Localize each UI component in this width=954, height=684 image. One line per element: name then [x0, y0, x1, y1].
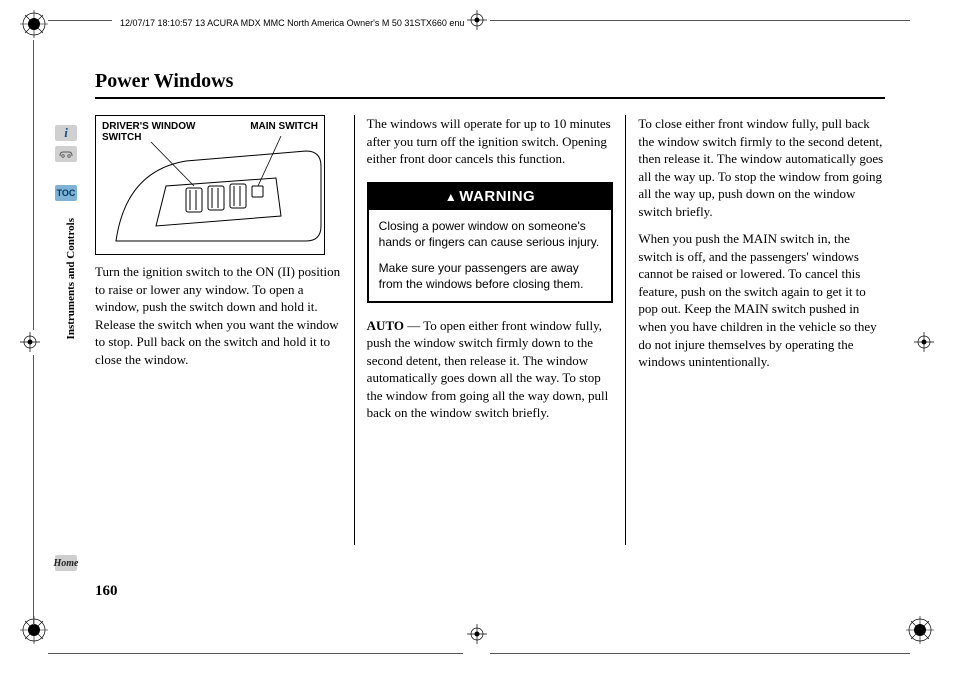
section-label: Instruments and Controls [65, 218, 77, 339]
sidebar: i TOC Home [55, 125, 83, 206]
crop-mark-top [467, 10, 487, 30]
figure-label-driver-switch: DRIVER'S WINDOW SWITCH [102, 121, 212, 143]
col3-para1: To close either front window fully, pull… [638, 115, 885, 220]
col1-para1: Turn the ignition switch to the ON (II) … [95, 263, 342, 368]
window-switch-figure: DRIVER'S WINDOW SWITCH MAIN SWITCH [95, 115, 325, 255]
page-content: i TOC Home Instruments and Controls Powe… [95, 70, 885, 610]
col2-para1: The windows will operate for up to 10 mi… [367, 115, 614, 168]
warning-box: ▲WARNING Closing a power window on someo… [367, 182, 614, 303]
crop-mark-br [906, 616, 934, 644]
auto-dash: — [404, 318, 423, 333]
warning-body-1: Closing a power window on someone's hand… [379, 218, 602, 250]
page-title: Power Windows [95, 70, 885, 99]
column-2: The windows will operate for up to 10 mi… [354, 115, 626, 545]
header-meta-line: 12/07/17 18:10:57 13 ACURA MDX MMC North… [120, 18, 464, 28]
crop-mark-right [914, 332, 934, 352]
warning-body: Closing a power window on someone's hand… [369, 210, 612, 301]
info-icon[interactable]: i [55, 125, 77, 141]
crop-mark-bl [20, 616, 48, 644]
col2-para2: To open either front window fully, push … [367, 318, 609, 421]
crop-mark-tl [20, 10, 48, 38]
page-number: 160 [95, 583, 118, 600]
column-3: To close either front window fully, pull… [625, 115, 885, 545]
warning-heading-text: WARNING [459, 188, 535, 205]
warning-triangle-icon: ▲ [445, 189, 457, 205]
car-icon[interactable] [55, 146, 77, 162]
col2-auto-para: AUTO — To open either front window fully… [367, 317, 614, 422]
column-1: DRIVER'S WINDOW SWITCH MAIN SWITCH [95, 115, 354, 545]
warning-heading: ▲WARNING [369, 184, 612, 210]
content-columns: DRIVER'S WINDOW SWITCH MAIN SWITCH [95, 115, 885, 545]
col3-para2: When you push the MAIN switch in, the sw… [638, 230, 885, 370]
crop-mark-left [20, 332, 40, 352]
figure-label-main-switch: MAIN SWITCH [250, 121, 318, 132]
warning-body-2: Make sure your passengers are away from … [379, 260, 602, 292]
home-button[interactable]: Home [55, 555, 77, 571]
crop-mark-bottom [467, 624, 487, 644]
toc-button[interactable]: TOC [55, 185, 77, 201]
auto-label: AUTO [367, 318, 404, 333]
